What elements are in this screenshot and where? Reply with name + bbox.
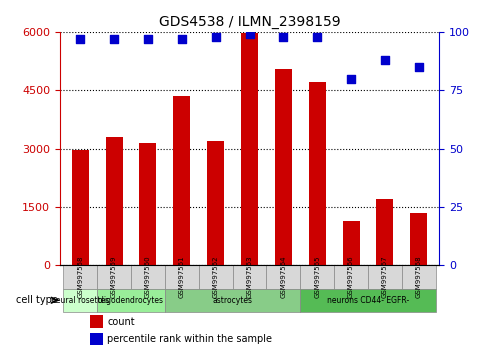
FancyBboxPatch shape [300,289,436,312]
Text: cell type: cell type [16,295,58,305]
FancyBboxPatch shape [131,265,165,289]
Bar [376,199,393,265]
FancyBboxPatch shape [97,289,165,312]
Text: GSM997566: GSM997566 [348,256,354,298]
FancyBboxPatch shape [63,265,97,289]
Point [279,34,287,39]
Point [381,57,389,63]
Text: GSM997558: GSM997558 [77,256,83,298]
Point [246,32,253,37]
FancyBboxPatch shape [233,265,266,289]
Text: GSM997559: GSM997559 [111,256,117,298]
Text: GSM997567: GSM997567 [382,256,388,298]
Text: neural rosettes: neural rosettes [51,296,109,305]
FancyBboxPatch shape [199,265,233,289]
FancyBboxPatch shape [300,265,334,289]
Point [144,36,152,42]
Bar [72,150,89,265]
Text: GSM997563: GSM997563 [247,256,252,298]
Bar [343,221,360,265]
Bar [275,69,292,265]
FancyBboxPatch shape [97,265,131,289]
FancyBboxPatch shape [165,289,300,312]
Point [110,36,118,42]
Bar [241,33,258,265]
Text: GSM997564: GSM997564 [280,256,286,298]
Text: GSM997565: GSM997565 [314,256,320,298]
Text: GSM997562: GSM997562 [213,256,219,298]
Bar [309,82,326,265]
Text: GSM997568: GSM997568 [416,256,422,298]
FancyBboxPatch shape [402,265,436,289]
Title: GDS4538 / ILMN_2398159: GDS4538 / ILMN_2398159 [159,16,340,29]
Point [178,36,186,42]
Text: percentile rank within the sample: percentile rank within the sample [107,334,272,344]
Text: neurons CD44- EGFR-: neurons CD44- EGFR- [327,296,409,305]
Bar [139,143,156,265]
FancyBboxPatch shape [368,265,402,289]
Text: astrocytes: astrocytes [213,296,252,305]
Bar [106,137,123,265]
FancyBboxPatch shape [266,265,300,289]
Point [313,34,321,39]
Bar [410,213,427,265]
Point [415,64,423,70]
Bar [207,141,224,265]
Text: GSM997560: GSM997560 [145,256,151,298]
Point [347,76,355,81]
Bar [173,96,190,265]
Point [76,36,84,42]
Text: count: count [107,317,135,327]
FancyBboxPatch shape [334,265,368,289]
Bar [90,333,103,345]
FancyBboxPatch shape [165,265,199,289]
Point [212,34,220,39]
Text: GSM997561: GSM997561 [179,256,185,298]
Bar [90,315,103,328]
FancyBboxPatch shape [63,289,97,312]
Text: oligodendrocytes: oligodendrocytes [98,296,164,305]
